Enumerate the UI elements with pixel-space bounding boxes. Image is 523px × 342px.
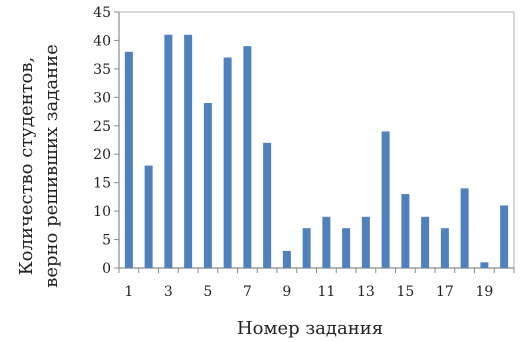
y-tick-label: 20 <box>93 147 111 163</box>
y-tick-label: 15 <box>93 176 111 192</box>
bar-task-12 <box>342 228 351 268</box>
bar-task-5 <box>203 103 212 269</box>
bar-task-2 <box>144 165 153 268</box>
bar-task-4 <box>184 34 193 268</box>
x-tick-label: 15 <box>396 284 414 300</box>
bar-task-7 <box>243 46 252 269</box>
y-tick-label: 30 <box>93 90 111 106</box>
bar-task-10 <box>302 228 311 268</box>
x-tick-label: 5 <box>203 284 212 300</box>
bars <box>124 34 509 269</box>
y-axis-title-line-2: верно решивших задание <box>41 44 62 288</box>
bar-task-13 <box>361 216 370 268</box>
x-tick-label: 17 <box>436 284 454 300</box>
bar-task-8 <box>263 142 272 268</box>
bar-task-15 <box>401 194 410 268</box>
x-axis-title: Номер задания <box>237 318 383 339</box>
y-axis-ticks: 0 5 10 15 20 25 30 35 40 45 <box>93 5 119 277</box>
x-tick-label: 13 <box>357 284 375 300</box>
y-tick-label: 0 <box>102 261 111 277</box>
x-tick-label: 9 <box>282 284 291 300</box>
bar-task-9 <box>282 250 291 268</box>
x-axis-ticks: 1 3 5 7 9 11 13 15 17 19 <box>118 268 515 300</box>
bar-task-3 <box>164 34 173 268</box>
bar-task-18 <box>460 188 469 268</box>
y-tick-label: 25 <box>93 119 111 135</box>
y-tick-label: 5 <box>102 233 111 249</box>
x-tick-label: 7 <box>243 284 252 300</box>
bar-task-16 <box>421 216 430 268</box>
y-tick-label: 45 <box>93 5 111 21</box>
y-axis-title-line-1: Количество студентов, <box>16 57 37 276</box>
y-tick-label: 10 <box>93 204 111 220</box>
plot-area <box>118 11 515 269</box>
x-tick-label: 19 <box>475 284 493 300</box>
bar-task-20 <box>500 205 509 268</box>
bar-task-19 <box>480 262 489 268</box>
x-tick-label: 1 <box>124 284 133 300</box>
bar-task-17 <box>440 228 449 268</box>
bar-task-11 <box>322 216 331 268</box>
x-tick-label: 11 <box>317 284 335 300</box>
y-tick-label: 35 <box>93 62 111 78</box>
y-tick-label: 40 <box>93 33 111 49</box>
bar-task-1 <box>124 51 133 269</box>
bar-task-6 <box>223 57 232 269</box>
bar-task-14 <box>381 131 390 268</box>
x-tick-label: 3 <box>164 284 173 300</box>
